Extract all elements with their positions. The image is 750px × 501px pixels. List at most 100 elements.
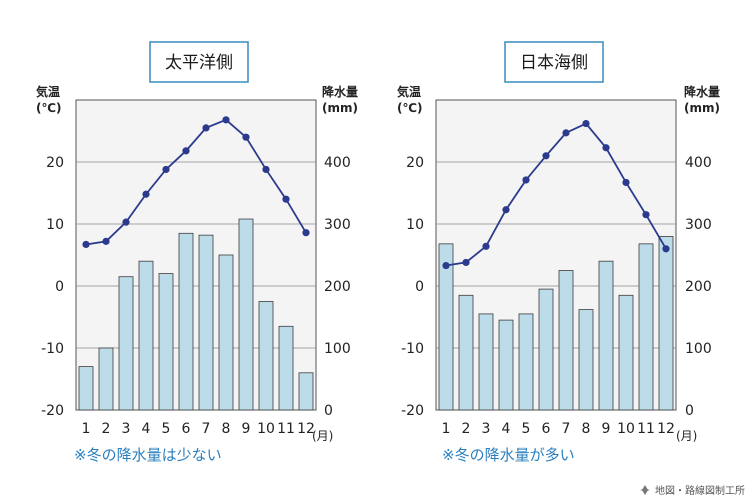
chart-pacific-temperature-point — [82, 240, 90, 249]
chart-pacific-temperature-line — [85, 118, 307, 246]
chart-pacific-x-tick: 6 — [182, 421, 191, 437]
chart-sea-of-japan-temperature-point — [462, 258, 470, 267]
chart-pacific-right-ticks: 400 300 200 100 0 — [324, 155, 351, 419]
chart-sea-of-japan-right-tick: 400 — [685, 155, 712, 171]
chart-pacific-right-tick: 100 — [324, 341, 351, 357]
chart-sea-of-japan-right-ticks: 400 300 200 100 0 — [685, 155, 712, 419]
chart-sea-of-japan-left-tick: 0 — [415, 279, 424, 295]
chart-pacific-right-tick: 0 — [324, 403, 333, 419]
chart-sea-of-japan-title: 日本海側 — [520, 53, 588, 73]
chart-pacific-left-tick: -10 — [41, 341, 64, 357]
chart-pacific-left-tick: 0 — [55, 279, 64, 295]
chart-sea-of-japan-right-tick: 300 — [685, 217, 712, 233]
chart-sea-of-japan-x-tick: 11 — [637, 421, 655, 437]
chart-sea-of-japan-right-tick: 100 — [685, 341, 712, 357]
chart-pacific-left-tick: 10 — [46, 217, 64, 233]
chart-sea-of-japan-bar — [578, 309, 594, 411]
chart-pacific-bar — [258, 301, 274, 411]
chart-sea-of-japan-bar — [498, 319, 514, 411]
chart-pacific-bar — [198, 234, 214, 411]
chart-sea-of-japan-bar — [458, 294, 474, 411]
chart-sea-of-japan-x-tick: 4 — [502, 421, 511, 437]
chart-pacific-title-box — [149, 41, 249, 83]
chart-sea-of-japan-note: ※冬の降水量が多い — [442, 446, 575, 464]
chart-sea-of-japan-x-tick: 5 — [522, 421, 531, 437]
chart-sea-of-japan-temperature-point — [582, 119, 590, 128]
chart-sea-of-japan-right-tick: 200 — [685, 279, 712, 295]
chart-sea-of-japan-bar — [478, 313, 494, 411]
chart-pacific-right-tick: 400 — [324, 155, 351, 171]
chart-sea-of-japan-bar — [558, 270, 574, 411]
chart-sea-of-japan-temperature-point — [522, 176, 530, 184]
chart-sea-of-japan-x-tick: 9 — [602, 421, 611, 437]
chart-pacific-bar — [98, 347, 114, 411]
chart-pacific-bar — [138, 260, 154, 411]
chart-pacific-bar — [178, 232, 194, 411]
chart-sea-of-japan-x-unit: (月) — [676, 429, 697, 443]
chart-pacific-x-tick: 1 — [82, 421, 91, 437]
chart-sea-of-japan-temperature-point — [542, 152, 550, 160]
chart-sea-of-japan-x-tick: 3 — [482, 421, 491, 437]
chart-pacific-x-tick: 4 — [142, 421, 151, 437]
chart-sea-of-japan-left-ticks: 20 10 0 -10 -20 — [401, 155, 424, 419]
chart-sea-of-japan-bars — [438, 235, 674, 411]
chart-pacific-bar — [298, 372, 314, 411]
chart-pacific-x-tick: 9 — [242, 421, 251, 437]
chart-pacific-left-tick: -20 — [41, 403, 64, 419]
chart-pacific-temperature-point — [162, 165, 170, 174]
chart-sea-of-japan-right-tick: 0 — [685, 403, 694, 419]
chart-sea-of-japan: 日本海側 気温 (℃) 降水量 (mm) 20 10 0 -10 -20 400… — [397, 41, 720, 464]
chart-pacific-left-ticks: 20 10 0 -10 -20 — [41, 155, 64, 419]
chart-sea-of-japan-bar — [518, 313, 534, 411]
chart-sea-of-japan-x-tick: 7 — [562, 421, 571, 437]
chart-pacific-temperature-point — [202, 124, 210, 132]
chart-sea-of-japan-left-tick: -10 — [401, 341, 424, 357]
chart-pacific-line — [82, 116, 310, 249]
chart-pacific-right-tick: 200 — [324, 279, 351, 295]
chart-pacific-temperature-point — [282, 195, 290, 203]
chart-pacific-temperature-point — [122, 218, 130, 226]
chart-sea-of-japan-left-tick: 20 — [406, 155, 424, 171]
chart-sea-of-japan-temperature-point — [442, 261, 450, 270]
chart-sea-of-japan-temperature-point — [482, 242, 490, 250]
chart-sea-of-japan-bar — [438, 243, 454, 411]
chart-pacific-bar — [238, 218, 254, 411]
chart-pacific-bar — [158, 273, 174, 411]
chart-pacific-bar — [118, 276, 134, 411]
chart-pacific-gridlines — [76, 161, 316, 349]
chart-sea-of-japan-bar — [598, 260, 614, 411]
chart-pacific-note: ※冬の降水量は少ない — [74, 446, 222, 464]
chart-sea-of-japan-left-tick: -20 — [401, 403, 424, 419]
chart-sea-of-japan-temperature-point — [562, 129, 570, 137]
chart-sea-of-japan-line — [442, 119, 670, 270]
credit-text: 地図・路線図制工所 — [655, 484, 745, 497]
chart-sea-of-japan-title-box — [504, 41, 604, 83]
chart-pacific-right-tick: 300 — [324, 217, 351, 233]
chart-sea-of-japan-bar — [538, 288, 554, 411]
chart-pacific-x-tick: 2 — [102, 421, 111, 437]
chart-pacific-left-axis-label-2: (℃) — [36, 101, 62, 115]
chart-pacific-x-tick: 11 — [277, 421, 295, 437]
chart-pacific-temperature-point — [262, 165, 270, 174]
chart-sea-of-japan-right-axis-label-2: (mm) — [684, 101, 720, 115]
chart-pacific-x-tick: 8 — [222, 421, 231, 437]
chart-pacific-temperature-point — [142, 190, 150, 198]
chart-pacific-bars — [78, 218, 314, 411]
chart-pacific-title: 太平洋側 — [165, 53, 233, 73]
chart-pacific-temperature-point — [302, 229, 310, 237]
chart-sea-of-japan-temperature-point — [602, 144, 610, 152]
chart-pacific-x-tick: 12 — [297, 421, 315, 437]
chart-pacific-right-axis-label-2: (mm) — [322, 101, 358, 115]
chart-pacific-x-tick: 10 — [257, 421, 275, 437]
chart-pacific-x-tick: 7 — [202, 421, 211, 437]
chart-sea-of-japan-temperature-point — [642, 211, 650, 219]
chart-pacific-left-axis-label-1: 気温 — [36, 84, 60, 99]
chart-sea-of-japan-x-tick: 1 — [442, 421, 451, 437]
credit-logo-icon — [640, 485, 650, 495]
chart-sea-of-japan-temperature-line — [445, 122, 667, 267]
chart-pacific-x-tick: 5 — [162, 421, 171, 437]
chart-sea-of-japan-left-tick: 10 — [406, 217, 424, 233]
chart-pacific-bar — [278, 325, 294, 411]
chart-sea-of-japan-temperature-point — [502, 206, 510, 214]
